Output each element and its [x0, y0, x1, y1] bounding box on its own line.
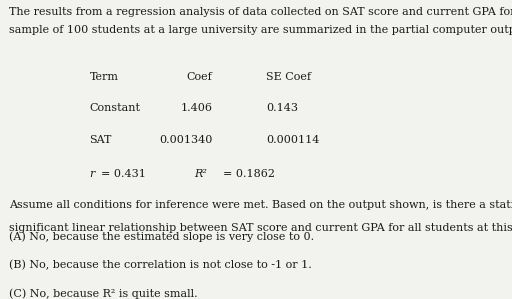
- Text: 0.001340: 0.001340: [159, 135, 212, 144]
- Text: 0.000114: 0.000114: [266, 135, 319, 144]
- Text: Constant: Constant: [90, 103, 141, 113]
- Text: significant linear relationship between SAT score and current GPA for all studen: significant linear relationship between …: [9, 223, 512, 233]
- Text: The results from a regression analysis of data collected on SAT score and curren: The results from a regression analysis o…: [9, 7, 512, 17]
- Text: 1.406: 1.406: [180, 103, 212, 113]
- Text: sample of 100 students at a large university are summarized in the partial compu: sample of 100 students at a large univer…: [9, 25, 512, 35]
- Text: (C) No, because R² is quite small.: (C) No, because R² is quite small.: [9, 289, 198, 299]
- Text: = 0.431: = 0.431: [101, 169, 146, 179]
- Text: SAT: SAT: [90, 135, 112, 144]
- Text: R²: R²: [195, 169, 207, 179]
- Text: r: r: [90, 169, 95, 179]
- Text: (A) No, because the estimated slope is very close to 0.: (A) No, because the estimated slope is v…: [9, 232, 314, 242]
- Text: 0.143: 0.143: [266, 103, 298, 113]
- Text: (B) No, because the correlation is not close to -1 or 1.: (B) No, because the correlation is not c…: [9, 260, 312, 271]
- Text: Coef: Coef: [187, 72, 212, 82]
- Text: Term: Term: [90, 72, 119, 82]
- Text: = 0.1862: = 0.1862: [223, 169, 275, 179]
- Text: SE Coef: SE Coef: [266, 72, 311, 82]
- Text: Assume all conditions for inference were met. Based on the output shown, is ther: Assume all conditions for inference were…: [9, 200, 512, 210]
